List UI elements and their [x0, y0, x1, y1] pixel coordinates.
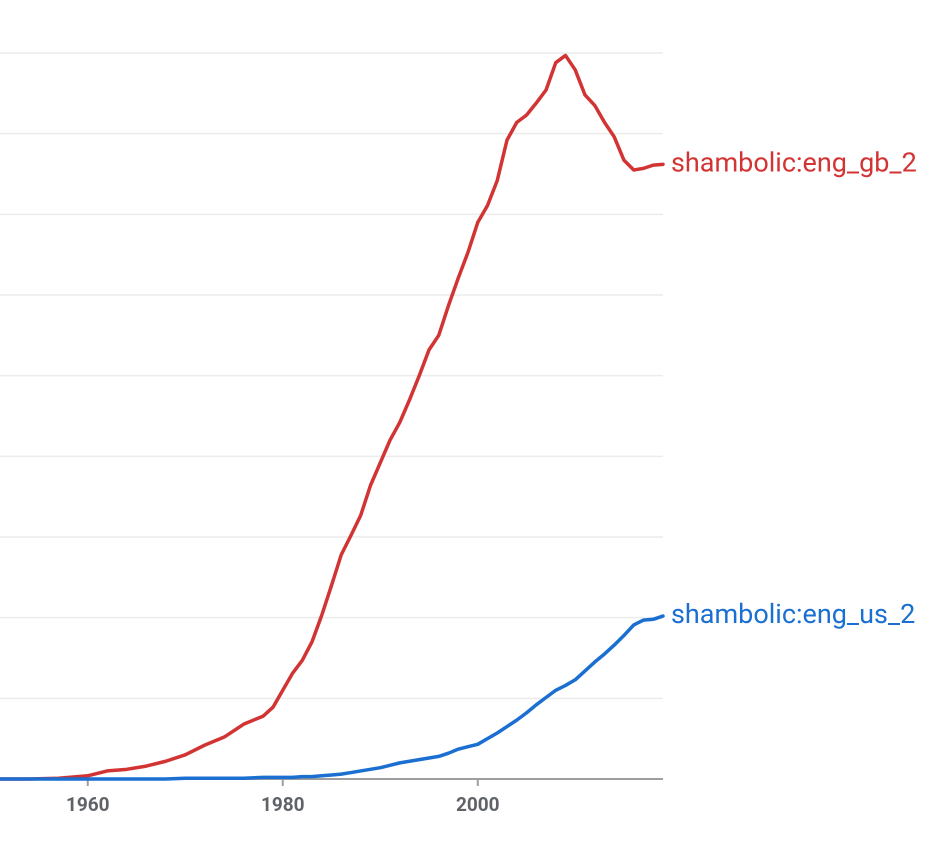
series-line [0, 53, 665, 781]
series-label: shambolic:eng_us_2 [671, 598, 915, 630]
x-tick-label: 1980 [261, 793, 305, 816]
series-label: shambolic:eng_gb_2 [671, 146, 917, 178]
series-line [0, 614, 665, 781]
x-tick-label: 1960 [66, 793, 110, 816]
x-tick-label: 2000 [456, 793, 500, 816]
